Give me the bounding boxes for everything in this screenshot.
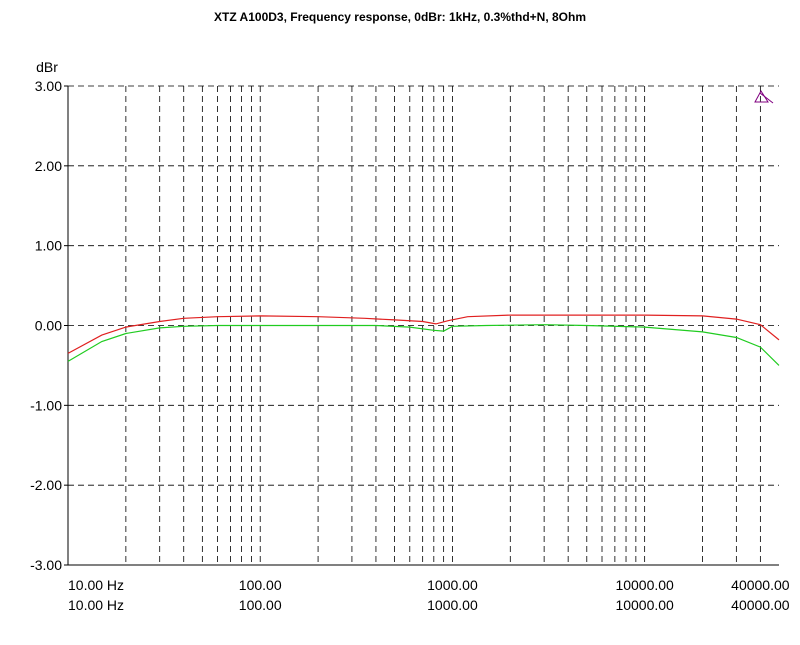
x-tick-label: 100.00	[239, 577, 282, 593]
marker-triangle	[754, 90, 769, 103]
plot-frame	[64, 85, 779, 566]
x-tick-label: 10.00 Hz	[68, 597, 124, 613]
x-tick-label: 10000.00	[615, 577, 674, 593]
y-tick-label: -3.00	[30, 557, 62, 573]
y-tick-label: 3.00	[35, 78, 62, 94]
x-tick-label: 10.00 Hz	[68, 577, 124, 593]
corner-marker-icon	[754, 90, 774, 104]
y-axis-label: dBr	[36, 59, 58, 75]
y-tick-label: -2.00	[30, 477, 62, 493]
x-tick-label: 10000.00	[615, 597, 674, 613]
series-layer	[67, 314, 780, 366]
y-tick-label: 2.00	[35, 158, 62, 174]
x-tick-label: 1000.00	[427, 597, 478, 613]
x-tick-label: 1000.00	[427, 577, 478, 593]
series-line	[67, 324, 780, 366]
x-tick-label: 100.00	[239, 597, 282, 613]
series-line	[67, 314, 780, 354]
marker-line	[759, 92, 774, 104]
x-tick-labels: 10.00 Hz 100.00 1000.00 10000.00 40000.00 10.…	[68, 577, 790, 613]
y-tick-label: -1.00	[30, 397, 62, 413]
grid	[68, 85, 779, 565]
x-tick-label: 40000.00	[731, 597, 790, 613]
y-tick-label: 1.00	[35, 238, 62, 254]
y-tick-label: 0.00	[35, 318, 62, 334]
chart-title: XTZ A100D3, Frequency response, 0dBr: 1k…	[214, 10, 586, 24]
x-tick-label: 40000.00	[731, 577, 790, 593]
y-tick-labels: 3.00 2.00 1.00 0.00 -1.00 -2.00 -3.00	[30, 78, 62, 573]
